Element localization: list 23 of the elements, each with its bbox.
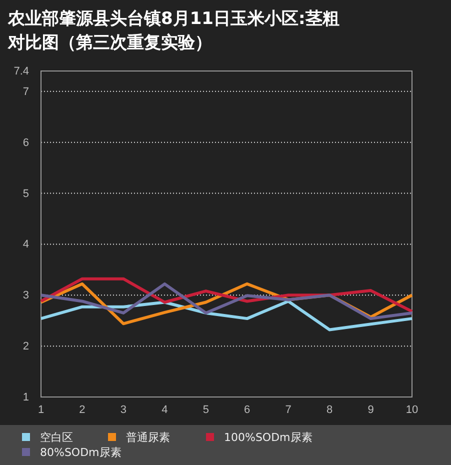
x-tick-label: 8 bbox=[326, 404, 333, 416]
legend-label: 普通尿素 bbox=[126, 431, 170, 444]
x-tick-label: 7 bbox=[285, 404, 292, 416]
legend-label: 100%SODm尿素 bbox=[224, 431, 312, 444]
y-tick-label: 7 bbox=[22, 86, 29, 98]
x-tick-label: 5 bbox=[202, 404, 209, 416]
y-tick-label: 7.4 bbox=[14, 66, 29, 78]
y-tick-label: 5 bbox=[22, 188, 29, 200]
y-tick-label: 2 bbox=[22, 340, 29, 353]
x-tick-label: 1 bbox=[38, 404, 44, 416]
legend-label: 80%SODm尿素 bbox=[40, 446, 122, 459]
y-tick-label: 3 bbox=[22, 290, 29, 302]
x-tick-label: 6 bbox=[244, 404, 250, 416]
x-tick-label: 2 bbox=[79, 404, 86, 416]
legend-label: 空白区 bbox=[40, 431, 73, 444]
x-tick-label: 4 bbox=[162, 404, 168, 416]
y-tick-label: 4 bbox=[22, 238, 29, 251]
x-tick-label: 9 bbox=[368, 404, 374, 416]
x-tick-label: 10 bbox=[406, 404, 418, 416]
x-tick-label: 3 bbox=[120, 404, 127, 416]
y-tick-label: 1 bbox=[22, 392, 29, 404]
chart-title: 农业部肇源县头台镇8月11日玉米小区:茎粗对比图（第三次重复实验） bbox=[7, 9, 340, 53]
y-tick-label: 6 bbox=[22, 136, 29, 149]
